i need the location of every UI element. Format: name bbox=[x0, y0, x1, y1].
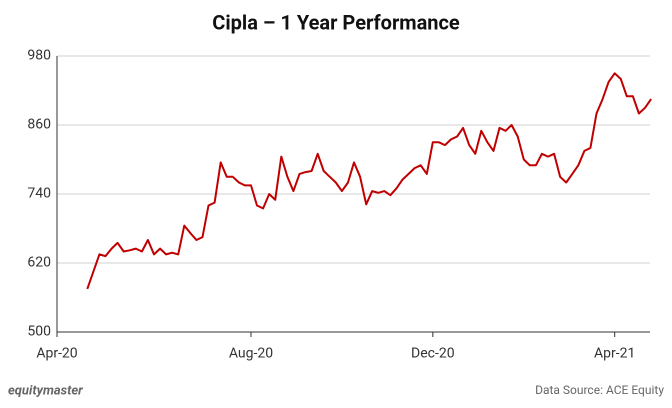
y-tick-label: 860 bbox=[27, 117, 51, 133]
logo: equitymaster bbox=[8, 383, 83, 398]
price-line bbox=[86, 72, 652, 290]
x-tick-label: Apr-20 bbox=[36, 346, 77, 362]
source-note: Data Source: ACE Equity bbox=[535, 383, 664, 397]
x-tick-label: Apr-21 bbox=[594, 346, 635, 362]
chart-title: Cipla – 1 Year Performance bbox=[212, 10, 460, 34]
y-tick-label: 500 bbox=[27, 324, 51, 340]
y-tick-label: 740 bbox=[27, 186, 51, 202]
y-tick-label: 980 bbox=[27, 48, 51, 64]
x-tick-label: Aug-20 bbox=[229, 346, 273, 362]
x-tick-label: Dec-20 bbox=[411, 346, 455, 362]
y-tick-label: 620 bbox=[27, 255, 51, 271]
